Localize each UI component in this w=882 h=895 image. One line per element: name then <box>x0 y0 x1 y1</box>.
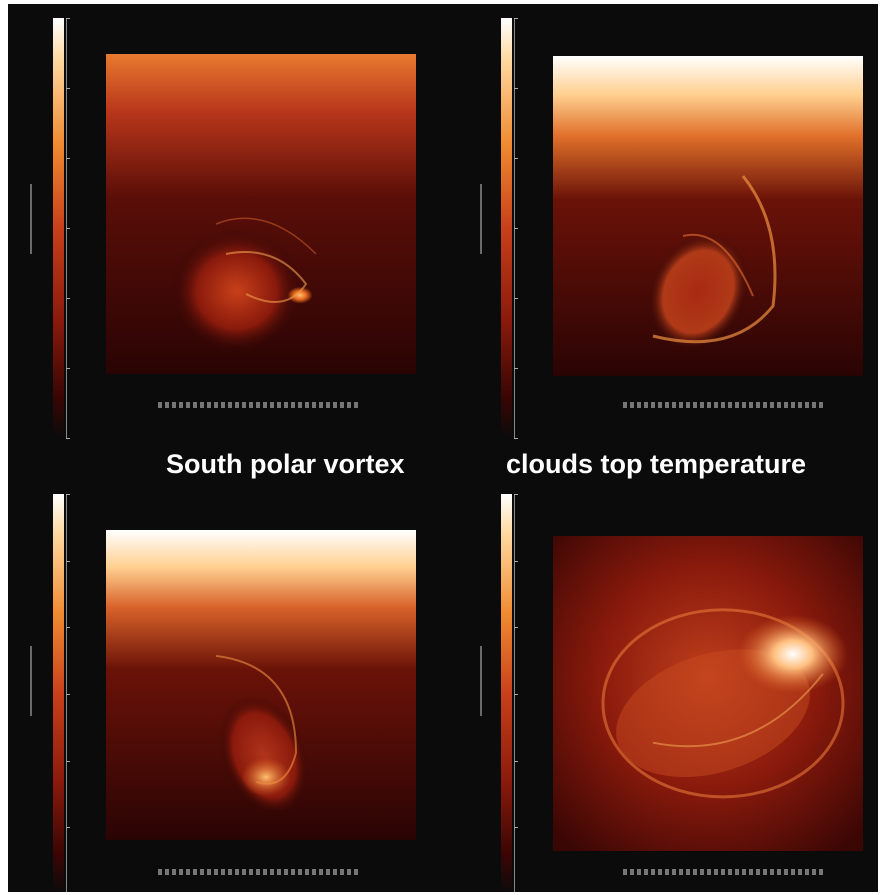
colorbar-tick <box>66 228 70 229</box>
thermal-image <box>553 56 863 376</box>
colorbar-tick <box>514 694 518 695</box>
colorbar-tick <box>514 88 518 89</box>
colorbar-tick <box>514 368 518 369</box>
colorbar-tick <box>66 438 70 439</box>
colorbar-tick <box>514 494 518 495</box>
colorbar-tick <box>66 158 70 159</box>
thermal-image <box>106 54 416 374</box>
panel-top-left <box>8 4 448 444</box>
colorbar-tick <box>514 760 518 762</box>
colorbar-tick <box>514 627 518 629</box>
colorbar-tick <box>514 298 518 299</box>
thermal-image <box>106 530 416 840</box>
image-caption <box>623 869 823 875</box>
colorbar-label <box>480 646 482 716</box>
colorbar <box>53 18 64 438</box>
colorbar-label <box>30 646 32 716</box>
panel-top-right <box>448 4 878 444</box>
image-caption <box>623 402 823 408</box>
colorbar-tick <box>66 298 70 299</box>
colorbar <box>501 18 512 438</box>
colorbar-tick <box>66 88 70 89</box>
colorbar-axis <box>66 494 67 892</box>
colorbar-tick <box>66 694 70 695</box>
colorbar <box>501 494 512 892</box>
label-south-polar-vortex: South polar vortex <box>166 449 405 479</box>
colorbar-label <box>30 184 32 254</box>
colorbar-label <box>480 184 482 254</box>
colorbar-tick <box>514 18 518 19</box>
colorbar-tick <box>514 827 518 829</box>
colorbar-tick <box>66 627 70 629</box>
figure-canvas: South polar vortex clouds top temperatur… <box>8 4 878 892</box>
label-clouds-top-temperature: clouds top temperature <box>506 449 807 479</box>
panel-bottom-right <box>448 486 878 892</box>
colorbar-axis <box>514 494 515 892</box>
colorbar-tick <box>514 560 518 562</box>
colorbar-tick <box>514 228 518 229</box>
panel-bottom-left <box>8 486 448 892</box>
thermal-image <box>553 536 863 851</box>
colorbar-tick <box>66 827 70 829</box>
colorbar-tick <box>66 494 70 495</box>
colorbar-tick <box>66 368 70 369</box>
colorbar-tick <box>66 560 70 562</box>
colorbar-tick <box>514 438 518 439</box>
colorbar-tick <box>66 18 70 19</box>
colorbar-tick <box>514 158 518 159</box>
image-caption <box>158 402 358 408</box>
colorbar-tick <box>66 760 70 762</box>
image-caption <box>158 869 358 875</box>
colorbar <box>53 494 64 892</box>
